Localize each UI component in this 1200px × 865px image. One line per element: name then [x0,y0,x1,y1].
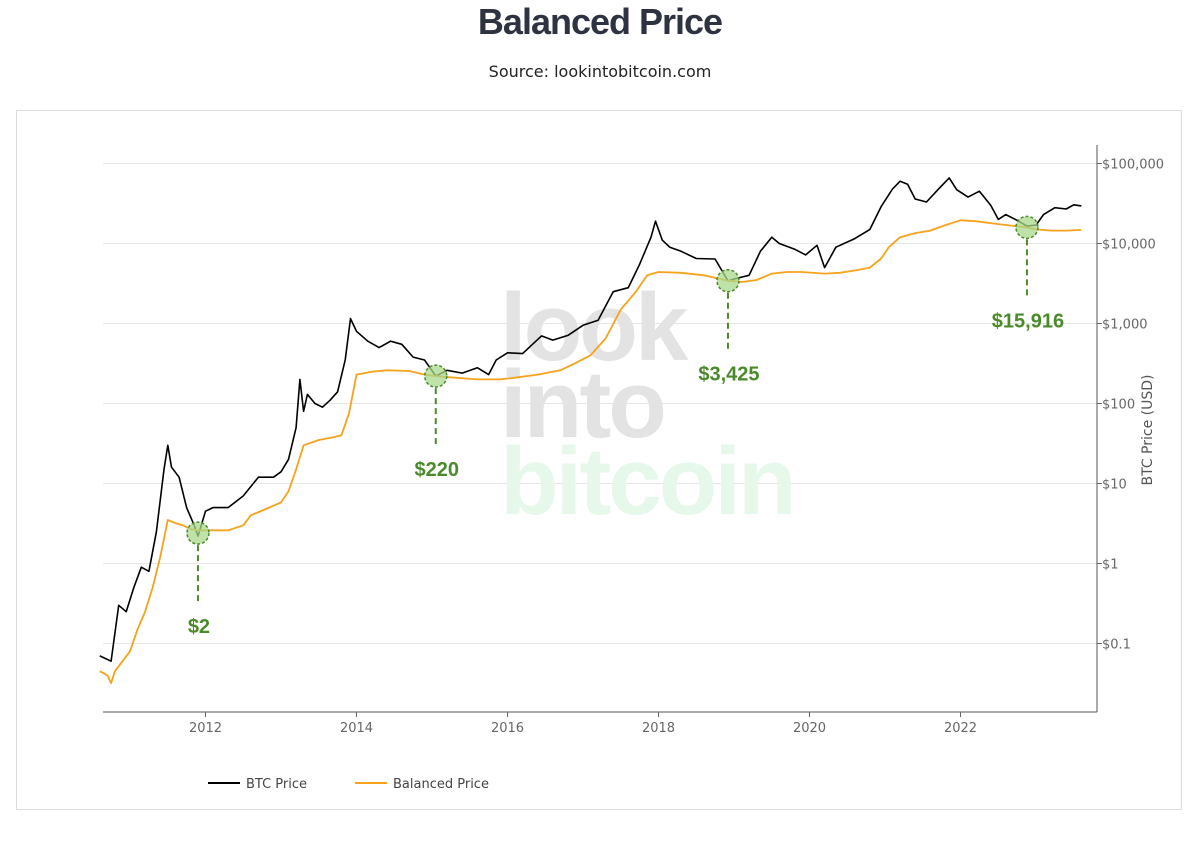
x-tick-label: 2012 [189,721,222,736]
chart-panel [16,110,1182,810]
annotations-layer: $2 $220 $3,425 $15,916 [186,215,1064,638]
y-tick-label: $0.1 [1102,638,1131,653]
x-tick-label: 2022 [944,721,977,736]
annotation-marker [186,521,210,545]
y-axis-title: BTC Price (USD) [1140,374,1156,485]
y-tick-label: $1,000 [1102,318,1148,333]
series-line-btc-price [99,177,1082,662]
x-tick-label: 2016 [491,721,524,736]
watermark-word: look [500,274,689,381]
x-tick-label: 2014 [340,721,373,736]
y-tick-label: $10,000 [1102,238,1156,253]
axes-layer: $100,000 $10,000 $1,000 $100 $10 $1 $0.1 2012 20… [103,145,1164,736]
legend-label[interactable]: BTC Price [246,777,307,792]
annotation-label: $15,916 [992,310,1064,332]
x-tick-label: 2018 [642,721,675,736]
annotation-marker [716,268,740,293]
legend-label[interactable]: Balanced Price [393,777,489,792]
x-tick-label: 2020 [793,721,826,736]
y-tick-label: $100 [1102,398,1135,413]
annotation-label: $220 [415,459,460,481]
annotation-label: $3,425 [698,364,759,386]
annotation-marker [424,364,448,388]
series-layer [99,177,1082,684]
watermark-word: bitcoin [500,428,794,535]
watermark-word: into [500,351,664,458]
series-line-balanced-price [99,219,1082,684]
legend[interactable]: BTC Price Balanced Price [208,777,489,792]
y-tick-label: $100,000 [1102,158,1164,173]
watermark: lookintobitcoin [500,274,797,535]
page-title: Balanced Price [477,1,723,42]
annotation-marker [1015,215,1039,240]
grid-layer [103,163,1097,644]
y-tick-label: $10 [1102,478,1127,493]
page-subtitle: Source: lookintobitcoin.com [488,62,712,81]
annotation-label: $2 [188,616,210,638]
y-tick-label: $1 [1102,558,1119,573]
